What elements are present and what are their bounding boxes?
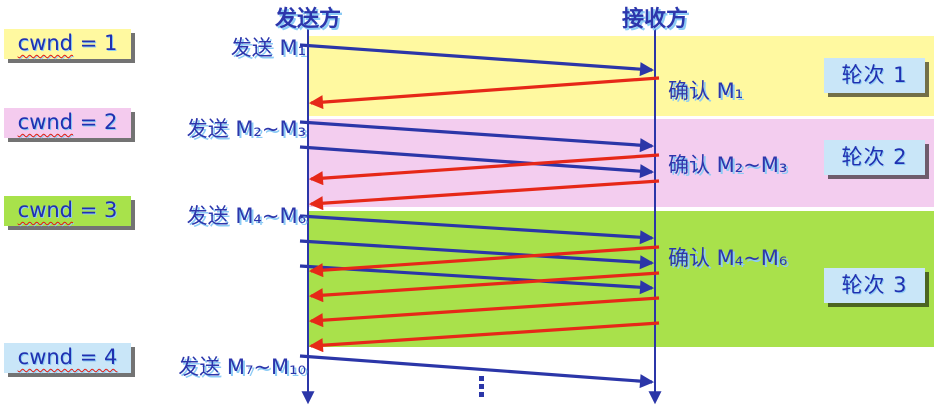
cwnd-word-3: cwnd (17, 198, 74, 222)
cwnd-value-2: = 2 (73, 110, 118, 134)
ack-arrow-ack-M3 (308, 179, 660, 211)
ellipsis-dot-1 (479, 376, 484, 381)
cwnd-badge-1: cwnd = 1 (4, 29, 131, 59)
data-arrow-M3 (299, 145, 655, 179)
cwnd-value-1: = 1 (73, 31, 118, 55)
cwnd-value-3: = 3 (73, 198, 118, 222)
cwnd-word-1: cwnd (17, 31, 74, 55)
ack-label-round2: 确认 M₂~M₃ (668, 153, 788, 177)
data-arrow-M4 (299, 214, 655, 245)
sender-header: 发送方 (274, 7, 341, 32)
round-badge-3: 轮次 3 (824, 268, 925, 303)
cwnd-word-2: cwnd (17, 110, 74, 134)
data-arrow-M6 (299, 264, 655, 295)
ellipsis-dot-3 (479, 392, 484, 397)
data-arrow-M2 (299, 120, 655, 153)
cwnd-value-4: = 4 (73, 345, 118, 369)
ack-arrow-ack-M6 (308, 296, 660, 328)
receiver-header: 接收方 (621, 7, 688, 32)
cwnd-word-4: cwnd (17, 345, 74, 369)
ack-arrow-ack-M4 (308, 245, 660, 278)
send-label-round2: 发送 M₂~M₃ (186, 117, 306, 141)
ack-label-round1: 确认 M₁ (668, 79, 744, 103)
ack-arrow-ack-M1 (308, 76, 660, 110)
data-arrow-M1 (299, 43, 655, 77)
send-label-round4: 发送 M₇~M₁₀ (178, 355, 306, 379)
data-arrow-M5 (299, 239, 655, 270)
cwnd-badge-3: cwnd = 3 (4, 196, 131, 226)
ack-label-round3: 确认 M₄~M₆ (668, 246, 788, 270)
cwnd-badge-4: cwnd = 4 (4, 343, 131, 373)
send-label-round1: 发送 M₁ (230, 36, 306, 60)
data-arrow-M7 (299, 354, 655, 389)
round-badge-1: 轮次 1 (824, 58, 925, 93)
ack-arrow-ack-last (308, 321, 660, 353)
round-badge-2: 轮次 2 (824, 140, 925, 175)
ack-arrow-ack-M5 (308, 271, 660, 303)
ellipsis-dot-2 (479, 384, 484, 389)
ack-arrow-ack-M2 (308, 153, 660, 186)
send-label-round3: 发送 M₄~M₆ (186, 204, 306, 228)
cwnd-badge-2: cwnd = 2 (4, 108, 131, 138)
